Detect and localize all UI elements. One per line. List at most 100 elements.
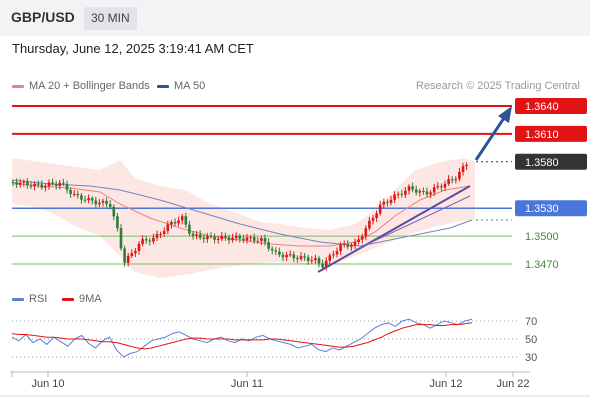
level-label-bg-0 (515, 98, 587, 114)
level-label-bg-3 (515, 200, 587, 217)
level-label-2: 1.3580 (525, 157, 559, 169)
candle-body (231, 237, 234, 241)
ma20-swatch (12, 84, 24, 88)
candle-body (69, 189, 72, 195)
level-label-bg-2 (515, 153, 587, 170)
candle-body (62, 182, 65, 184)
candle-body (371, 217, 375, 221)
candle-body (245, 237, 249, 241)
rsi-line (11, 318, 473, 358)
candle-body (202, 237, 206, 240)
candle-body (191, 233, 195, 236)
x-label-0: Jun 10 (31, 378, 64, 390)
candle-body (209, 236, 213, 238)
candle-body (170, 222, 173, 225)
candle-body (119, 228, 123, 249)
candle-body (144, 239, 148, 241)
candle-body (108, 204, 112, 207)
ma9-swatch (62, 297, 74, 301)
level-label-1: 1.3610 (525, 129, 559, 141)
bollinger-band-area (12, 158, 475, 278)
candle-body (195, 234, 198, 236)
candle-body (159, 233, 162, 235)
trendline-support (317, 185, 471, 273)
candle-body (263, 238, 267, 243)
candle-body (306, 257, 310, 262)
candle-body (404, 190, 407, 195)
level-label-3: 1.3530 (525, 203, 559, 215)
legend-ma20-label: MA 20 + Bollinger Bands (29, 80, 150, 92)
candle-body (76, 194, 80, 196)
candle-body (443, 183, 447, 188)
header-bar: GBP/USD 30 MIN (0, 0, 590, 36)
candle-body (188, 224, 191, 234)
forecast-arrow-head (498, 106, 512, 123)
candle-body (141, 239, 144, 244)
candle-body (310, 260, 314, 262)
symbol-title: GBP/USD (11, 9, 75, 25)
candle-body (126, 255, 130, 263)
legend-ma20: MA 20 + Bollinger Bands (12, 80, 150, 92)
candle-body (22, 181, 26, 183)
candle-body (137, 243, 141, 251)
candle-body (90, 198, 94, 201)
candle-body (40, 184, 44, 188)
level-label-0: 1.3640 (525, 101, 559, 113)
candle-body (339, 244, 342, 252)
rsi-tick-30: 30 (525, 352, 537, 364)
candle-body (270, 248, 274, 251)
candle-body (213, 236, 216, 240)
candle-body (386, 201, 389, 203)
candle-body (94, 200, 98, 205)
candle-body (98, 202, 101, 205)
candle-body (447, 179, 450, 184)
rsi-swatch (12, 297, 24, 301)
rsi-9ma-line (11, 322, 473, 350)
candle-body (198, 234, 202, 238)
candle-body (429, 192, 432, 195)
candle-body (112, 206, 116, 217)
candle-body (134, 250, 137, 254)
datetime-label: Thursday, June 12, 2025 3:19:41 AM CET (12, 41, 254, 56)
candle-body (296, 258, 299, 260)
candle-body (411, 186, 414, 190)
candle-body (33, 183, 36, 187)
candle-body (321, 263, 324, 268)
candle-body (292, 254, 296, 259)
candle-body (450, 179, 454, 181)
candle-body (234, 235, 238, 238)
candle-body (260, 238, 263, 241)
candle-body (72, 194, 76, 196)
candle-body (378, 204, 382, 214)
candle-body (299, 256, 303, 259)
candle-body (332, 254, 335, 256)
x-label-2: Jun 12 (429, 378, 462, 390)
ma20-line (11, 182, 471, 247)
candle-body (11, 182, 15, 183)
rsi-tick-50: 50 (525, 334, 537, 346)
legend-rsi-label: RSI (29, 293, 48, 305)
candle-body (80, 195, 83, 200)
candle-body (116, 216, 119, 229)
candle-body (350, 245, 353, 247)
candle-body (242, 238, 245, 241)
candle-body (83, 199, 87, 201)
candle-body (335, 251, 339, 255)
candle-body (173, 222, 177, 224)
candle-body (162, 231, 166, 234)
candle-body (425, 191, 429, 195)
candle-body (206, 236, 209, 240)
timeframe-button[interactable]: 30 MIN (84, 7, 137, 30)
candle-body (65, 183, 69, 190)
candle-body (227, 237, 231, 241)
candle-body (130, 253, 134, 256)
candle-body (87, 198, 90, 201)
candle-body (249, 237, 252, 239)
candle-body (281, 254, 285, 258)
candle-body (440, 186, 443, 188)
candle-body (407, 186, 411, 191)
level-label-bg-1 (515, 125, 587, 142)
candle-body (54, 183, 58, 186)
legend-9ma-label: 9MA (79, 293, 102, 305)
